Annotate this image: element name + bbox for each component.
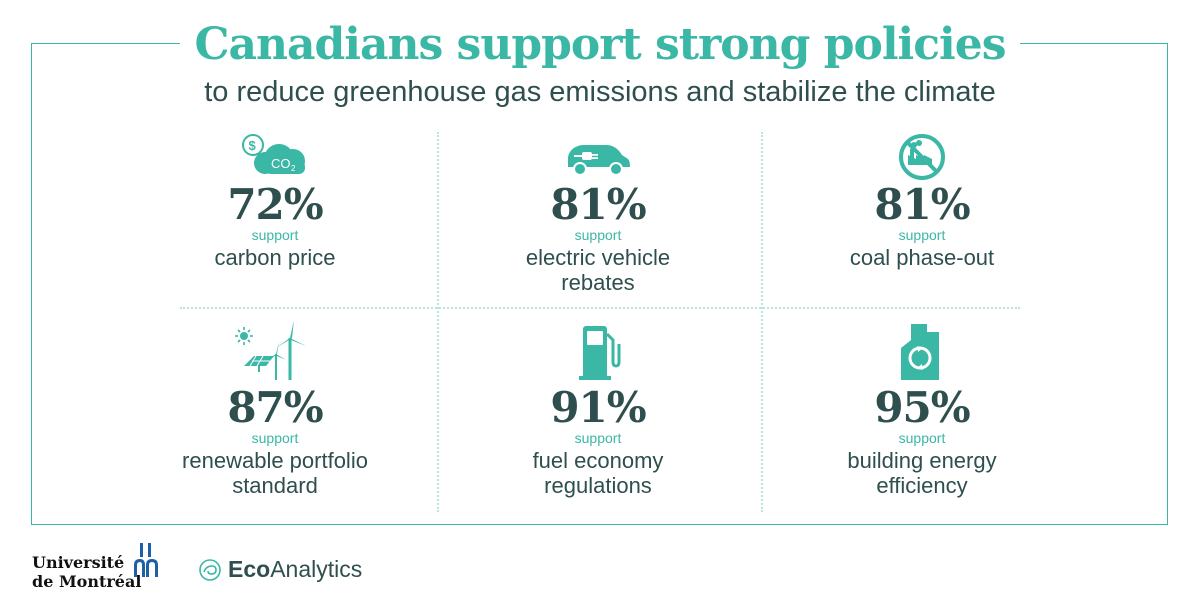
policy-label: carbon price <box>214 245 336 270</box>
support-label: support <box>251 227 299 243</box>
policy-label: building energy <box>847 448 997 473</box>
page-subtitle: to reduce greenhouse gas emissions and s… <box>204 76 996 108</box>
policy-label-line2: efficiency <box>876 473 968 498</box>
percent-value: 81% <box>874 180 970 229</box>
title-container: Canadians support strong policies <box>180 14 1020 74</box>
udem-line2: de Montréal <box>32 572 142 591</box>
fuel-pump-icon <box>579 326 621 380</box>
ecoanalytics-swirl-icon <box>199 558 221 581</box>
percent-value: 81% <box>550 180 646 229</box>
policy-carbon-price: CO 2 $ 72% support carbon price <box>130 133 420 270</box>
ecoanalytics-logo: EcoAnalytics <box>198 556 362 583</box>
electric-car-icon <box>568 145 630 176</box>
policy-label: fuel economy <box>532 448 664 473</box>
policy-label-line2: regulations <box>544 473 652 498</box>
column-divider-1 <box>437 132 439 512</box>
support-label: support <box>574 227 622 243</box>
support-label: support <box>574 430 622 446</box>
analytics-regular: Analytics <box>270 556 363 582</box>
policy-label: coal phase-out <box>849 245 995 270</box>
policy-label-line2: rebates <box>561 270 635 295</box>
policy-coal-phase-out: 81% support coal phase-out <box>777 133 1067 270</box>
policy-fuel-economy: 91% support fuel economy regulations <box>453 318 743 498</box>
policy-electric-vehicle: 81% support electric vehicle rebates <box>453 133 743 295</box>
policy-label-line2: standard <box>232 473 318 498</box>
udem-emblem-icon <box>134 543 158 577</box>
page-title: Canadians support strong policies <box>194 18 1006 70</box>
percent-value: 87% <box>227 383 323 432</box>
support-label: support <box>898 430 946 446</box>
column-divider-2 <box>761 132 763 512</box>
udem-logo-text: Université de Montréal <box>32 553 141 591</box>
udem-line1: Université <box>32 553 125 572</box>
policy-renewable-portfolio: 87% support renewable portfolio standard <box>130 318 420 498</box>
support-label: support <box>898 227 946 243</box>
percent-value: 72% <box>227 180 323 229</box>
no-factory-icon <box>899 134 945 180</box>
row-divider <box>180 307 1020 309</box>
policy-label: renewable portfolio <box>182 448 368 473</box>
svg-text:2: 2 <box>291 164 296 173</box>
svg-text:CO: CO <box>271 156 291 171</box>
percent-value: 91% <box>550 383 646 432</box>
percent-value: 95% <box>874 383 970 432</box>
eco-bold: Eco <box>228 556 271 582</box>
policy-label: electric vehicle <box>525 245 671 270</box>
policy-building-energy: 95% support building energy efficiency <box>777 318 1067 498</box>
efficient-building-icon <box>901 324 939 380</box>
ecoanalytics-wordmark: EcoAnalytics <box>228 556 362 583</box>
renewables-icon <box>235 320 306 380</box>
svg-text:$: $ <box>249 138 257 153</box>
carbon-price-icon: CO 2 $ <box>242 134 305 174</box>
support-label: support <box>251 430 299 446</box>
